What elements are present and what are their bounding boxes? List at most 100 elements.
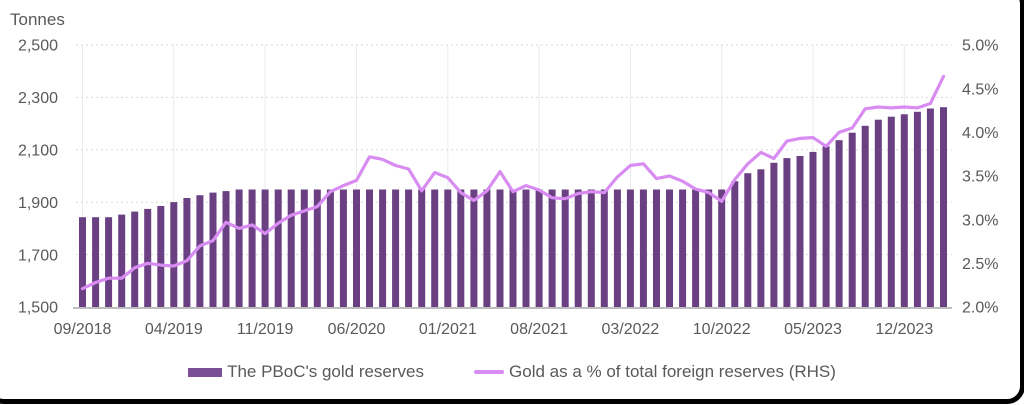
line-gold-percent <box>80 74 946 291</box>
right-axis-tick: 3.5% <box>962 169 998 186</box>
bar <box>261 189 269 307</box>
bar <box>196 195 204 307</box>
bar <box>639 189 647 307</box>
right-axis-tick: 5.0% <box>962 38 998 55</box>
bar <box>339 189 347 307</box>
bar <box>757 169 765 307</box>
bar <box>848 132 856 307</box>
bar <box>118 214 126 307</box>
bar <box>587 189 595 307</box>
right-axis-tick: 2.0% <box>962 300 998 317</box>
bar <box>509 189 517 307</box>
x-axis-tick: 08/2021 <box>510 321 568 338</box>
legend-item-gold-reserves: The PBoC's gold reserves <box>188 362 424 382</box>
x-axis-tick: 04/2019 <box>145 321 203 338</box>
bar <box>613 189 621 307</box>
bar <box>470 189 478 307</box>
bar <box>809 151 817 307</box>
line-series-swatch <box>474 370 505 374</box>
bar <box>405 189 413 307</box>
bar <box>431 189 439 307</box>
bar <box>170 202 178 307</box>
axis-tick-labels: 2,500 2,300 2,100 1,900 1,700 1,500 5.0% 4.5% 4.… <box>18 38 999 338</box>
right-axis-tick: 3.0% <box>962 212 998 229</box>
bar-series-swatch <box>188 367 223 377</box>
left-axis-tick: 1,500 <box>18 300 58 317</box>
legend-item-gold-percent: Gold as a % of total foreign reserves (R… <box>474 362 836 382</box>
bar <box>900 114 908 307</box>
legend: The PBoC's gold reserves Gold as a % of … <box>0 360 1024 384</box>
bar <box>718 189 726 307</box>
bar <box>287 189 295 307</box>
bar <box>131 211 139 307</box>
bars-gold-reserves <box>79 107 947 307</box>
bar <box>105 217 113 307</box>
bar <box>861 125 869 307</box>
bar <box>209 192 217 307</box>
right-axis-tick: 4.5% <box>962 81 998 98</box>
bar <box>326 189 334 307</box>
bar <box>653 189 660 307</box>
right-axis-tick: 2.5% <box>962 256 998 273</box>
bar <box>692 189 700 307</box>
bar <box>457 189 465 307</box>
bar <box>535 189 543 307</box>
bar <box>731 181 739 307</box>
bar <box>770 162 778 307</box>
bar <box>353 189 360 307</box>
gold-reserves-chart: 2,500 2,300 2,100 1,900 1,700 1,500 5.0% 4.5% 4.… <box>18 38 999 338</box>
legend-label-gold-reserves: The PBoC's gold reserves <box>227 362 425 381</box>
bar <box>561 189 569 307</box>
left-axis-tick: 2,300 <box>18 90 58 107</box>
bar <box>92 217 100 307</box>
bar <box>705 189 713 307</box>
bar <box>913 111 921 307</box>
left-axis-tick: 2,500 <box>18 38 58 55</box>
x-axis-tick: 05/2023 <box>784 321 842 338</box>
bar <box>835 140 843 307</box>
bar <box>522 189 530 307</box>
bar <box>235 189 243 307</box>
bar <box>574 189 582 307</box>
bar <box>418 189 426 307</box>
bar <box>274 189 282 307</box>
bar <box>392 189 400 307</box>
bar <box>874 119 882 307</box>
bar <box>379 189 387 307</box>
bar <box>679 189 687 307</box>
bar <box>496 189 504 307</box>
bar <box>666 189 673 307</box>
right-axis-tick: 4.0% <box>962 125 998 142</box>
legend-label-gold-percent: Gold as a % of total foreign reserves (R… <box>509 362 836 381</box>
left-axis-title: Tonnes <box>10 10 65 29</box>
bar <box>248 189 256 307</box>
bar <box>940 107 947 307</box>
x-axis-tick: 10/2022 <box>693 321 751 338</box>
bar <box>144 208 152 307</box>
bar <box>300 189 308 307</box>
bar <box>157 206 165 307</box>
bar <box>483 189 491 307</box>
x-axis-tick: 01/2021 <box>419 321 477 338</box>
bar <box>926 108 934 307</box>
bar <box>626 189 634 307</box>
left-axis-tick: 2,100 <box>18 143 58 160</box>
bar <box>783 158 791 307</box>
x-axis-tick: 12/2023 <box>875 321 933 338</box>
bar <box>79 217 86 307</box>
x-axis-tick: 06/2020 <box>328 321 386 338</box>
bar <box>887 116 895 307</box>
left-axis-tick: 1,900 <box>18 195 58 212</box>
bar <box>796 156 804 307</box>
x-axis-tick: 09/2018 <box>54 321 112 338</box>
bar <box>822 146 830 307</box>
x-axis-tick: 11/2019 <box>237 321 294 338</box>
left-axis-tick: 1,700 <box>18 247 58 264</box>
bar <box>366 189 373 307</box>
bar <box>548 189 556 307</box>
bar <box>313 189 321 307</box>
gridlines <box>73 44 952 309</box>
bar <box>183 198 191 307</box>
bar <box>444 189 452 307</box>
bar <box>600 189 608 307</box>
